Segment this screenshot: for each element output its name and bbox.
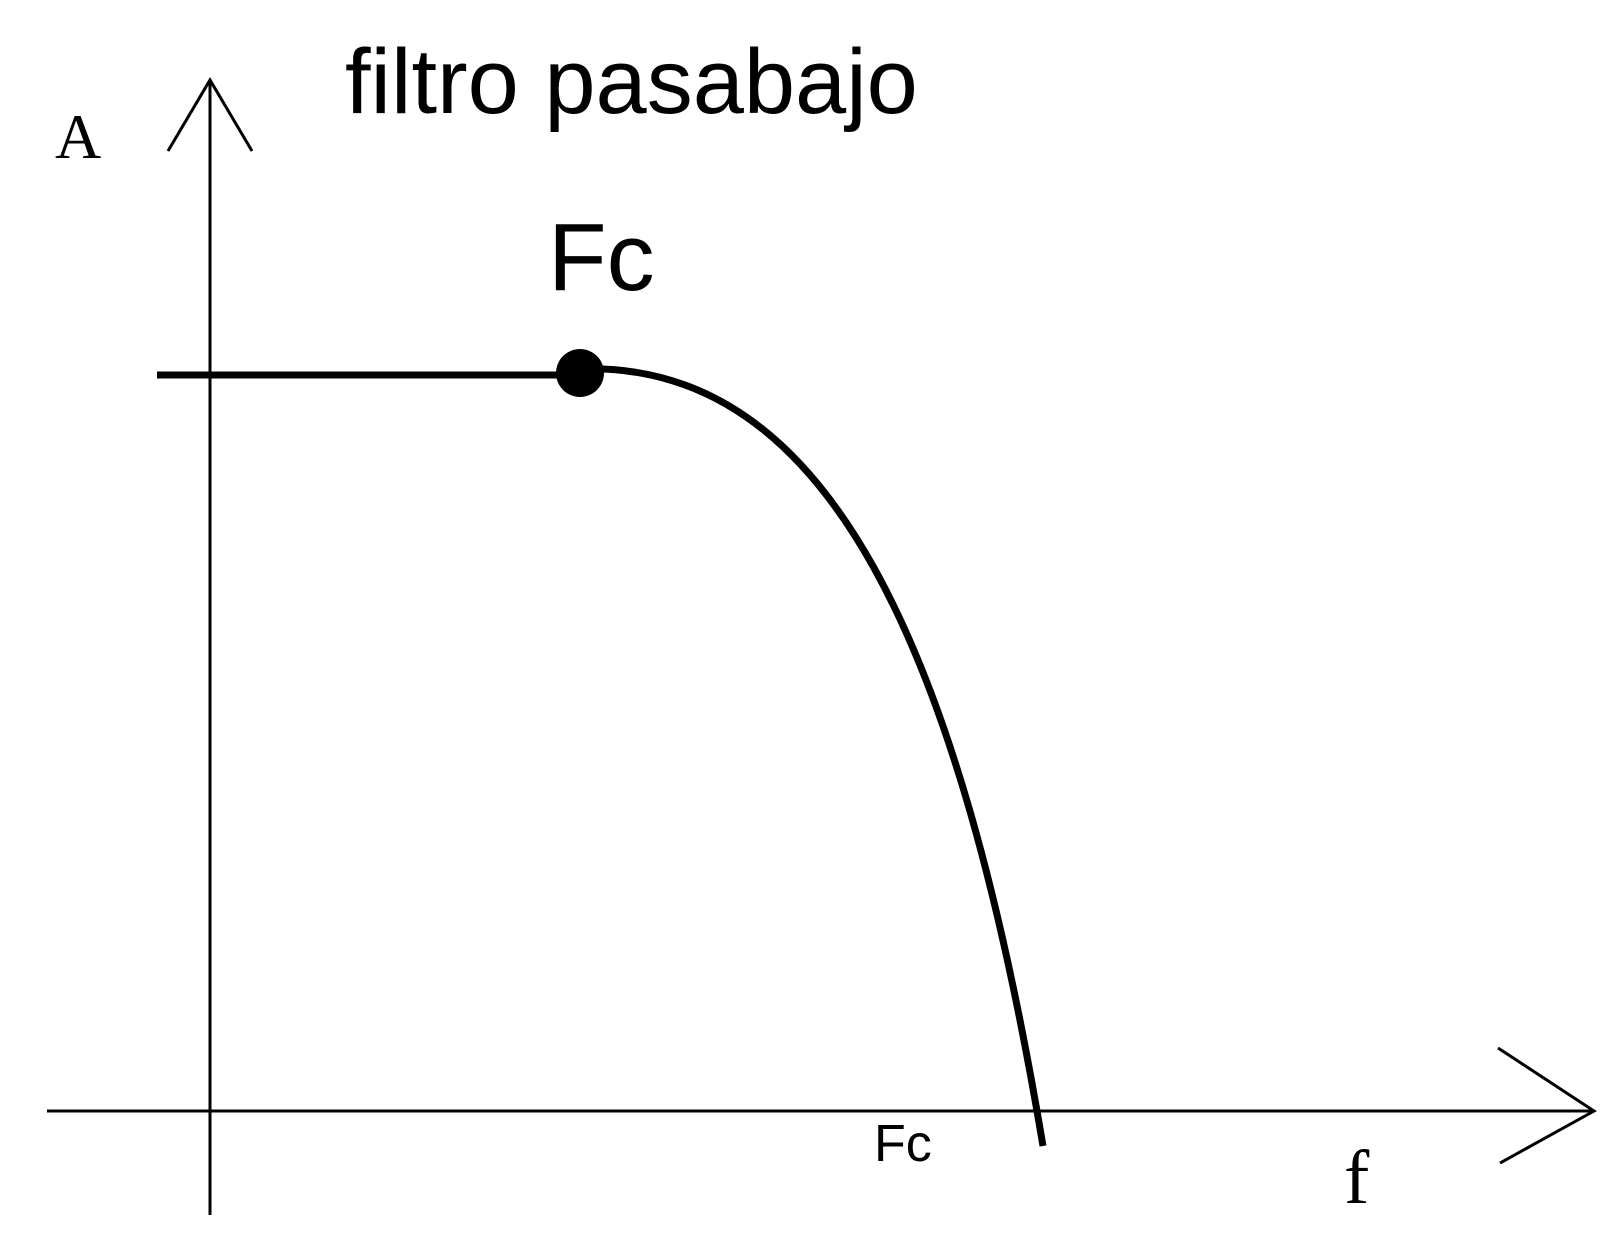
y-axis-arrowhead xyxy=(166,77,254,152)
cutoff-axis-label: Fc xyxy=(874,1115,932,1173)
y-axis-label: A xyxy=(55,101,101,172)
cutoff-point-marker xyxy=(556,349,604,397)
x-axis-arrowhead xyxy=(1497,1046,1597,1165)
cutoff-point-label: Fc xyxy=(548,204,655,311)
rolloff-curve xyxy=(579,365,1047,1147)
diagram-title: filtro pasabajo xyxy=(345,31,918,133)
x-axis-label: f xyxy=(1344,1136,1370,1220)
